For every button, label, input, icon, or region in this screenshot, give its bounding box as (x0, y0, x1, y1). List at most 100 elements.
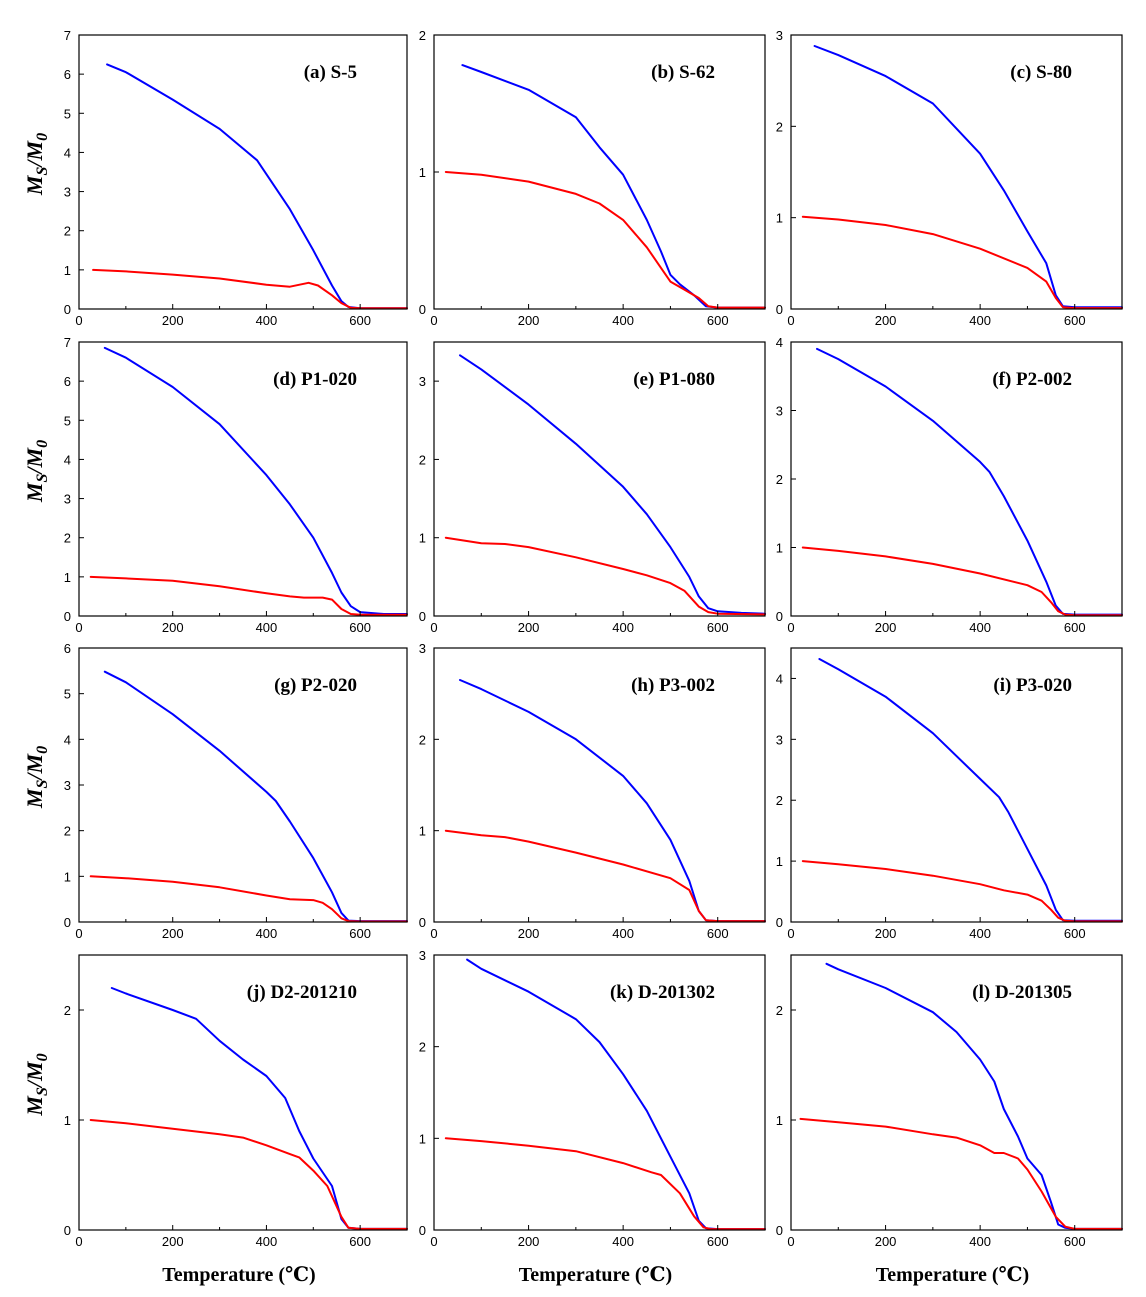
y-tick-label: 4 (64, 145, 71, 160)
y-axis-label: MS/M0 (22, 746, 51, 809)
y-axis-label-part: 0 (34, 440, 51, 448)
cooling-curve (444, 536, 766, 616)
y-tick-label: 4 (64, 732, 71, 747)
y-tick-label: 0 (419, 915, 426, 930)
y-axis-label: MS/M0 (22, 133, 51, 196)
panel-title: (e) P1-080 (633, 369, 715, 390)
x-tick-label: 600 (707, 620, 729, 635)
y-tick-label: 2 (419, 732, 426, 747)
panel-title: (k) D-201302 (610, 982, 715, 1003)
y-axis-label-part: M (22, 1095, 47, 1117)
y-tick-label: 3 (419, 948, 426, 963)
x-tick-label: 600 (707, 313, 729, 328)
x-tick-label: 0 (787, 620, 794, 635)
x-tick-label: 0 (430, 313, 437, 328)
y-axis-label-part: M (22, 481, 47, 503)
cooling-curve (444, 171, 766, 309)
x-tick-label: 400 (612, 313, 634, 328)
chart-panel: 0 200 400 600 0 1 2 (l) D-201305 Temperature (℃) (776, 954, 1123, 1286)
y-tick-label: 0 (776, 1223, 783, 1238)
plot-frame (433, 341, 766, 617)
x-tick-label: 600 (349, 1234, 371, 1249)
y-tick-label: 1 (419, 824, 426, 839)
y-tick-label: 0 (419, 609, 426, 624)
x-tick-label: 200 (875, 620, 897, 635)
chart-panel: 0 200 400 600 0 1 2 3 4 (f) P2-002 (776, 335, 1123, 635)
chart-panel: 0 200 400 600 0 1 2 3 (c) S-80 (776, 28, 1123, 328)
y-tick-label: 3 (64, 778, 71, 793)
y-axis-label-part: S (34, 167, 51, 176)
x-tick-label: 400 (969, 1234, 991, 1249)
y-tick-label: 2 (64, 531, 71, 546)
cooling-curve (89, 575, 408, 616)
x-tick-label: 200 (162, 926, 184, 941)
y-tick-label: 3 (776, 732, 783, 747)
y-tick-label: 4 (776, 671, 783, 686)
x-tick-label: 200 (518, 313, 540, 328)
y-tick-label: 2 (64, 224, 71, 239)
y-axis-label-part: / (22, 159, 47, 169)
y-tick-label: 1 (64, 869, 71, 884)
y-tick-label: 3 (419, 374, 426, 389)
y-axis-label: MS/M0 (22, 1053, 51, 1116)
x-tick-label: 200 (875, 1234, 897, 1249)
y-tick-label: 5 (64, 413, 71, 428)
y-tick-label: 6 (64, 374, 71, 389)
x-tick-label: 0 (430, 1234, 437, 1249)
heating-curve (459, 679, 766, 923)
cooling-curve (444, 1137, 766, 1231)
y-tick-label: 6 (64, 67, 71, 82)
plot-frame (78, 954, 408, 1231)
plot-frame (790, 647, 1123, 923)
plot-frame (433, 647, 766, 923)
x-tick-label: 600 (707, 1234, 729, 1249)
x-tick-label: 0 (787, 926, 794, 941)
y-tick-label: 0 (776, 609, 783, 624)
x-tick-label: 200 (875, 926, 897, 941)
y-tick-label: 0 (64, 609, 71, 624)
y-tick-label: 4 (776, 335, 783, 350)
x-tick-label: 400 (612, 926, 634, 941)
plot-frame (78, 34, 408, 310)
heating-curve (816, 347, 1123, 616)
chart-panel: 0 200 400 600 0 1 2 3 (e) P1-080 (419, 341, 766, 635)
panel-title: (b) S-62 (651, 62, 715, 83)
y-tick-label: 5 (64, 687, 71, 702)
y-tick-label: 2 (419, 28, 426, 43)
x-tick-label: 600 (349, 926, 371, 941)
y-axis-label-part: / (22, 772, 47, 782)
x-tick-label: 400 (969, 926, 991, 941)
x-tick-label: 600 (1064, 1234, 1086, 1249)
plot-frame (433, 954, 766, 1231)
plot-frame (790, 341, 1123, 617)
cooling-curve (444, 829, 766, 923)
x-tick-label: 600 (1064, 620, 1086, 635)
y-tick-label: 2 (64, 824, 71, 839)
chart-panel: 0 200 400 600 0 1 2 3 (h) P3-002 (419, 641, 766, 941)
x-tick-label: 400 (612, 620, 634, 635)
heating-curve (110, 987, 408, 1230)
x-tick-label: 400 (256, 620, 278, 635)
x-tick-label: 0 (430, 620, 437, 635)
y-tick-label: 0 (64, 915, 71, 930)
panel-title: (a) S-5 (304, 62, 357, 83)
cooling-curve (89, 875, 408, 923)
x-tick-label: 200 (162, 1234, 184, 1249)
y-tick-label: 3 (419, 641, 426, 656)
x-tick-label: 200 (518, 1234, 540, 1249)
x-tick-label: 200 (875, 313, 897, 328)
panel-title: (h) P3-002 (631, 675, 715, 696)
y-axis-label-part: S (34, 474, 51, 483)
panel-title: (i) P3-020 (993, 675, 1072, 696)
y-tick-label: 2 (776, 119, 783, 134)
y-tick-label: 3 (64, 185, 71, 200)
y-tick-label: 1 (419, 531, 426, 546)
panel-title: (l) D-201305 (972, 982, 1072, 1003)
panel-title: (j) D2-201210 (247, 982, 357, 1003)
y-tick-label: 2 (419, 452, 426, 467)
cooling-curve (801, 215, 1123, 310)
y-axis-label-part: 0 (34, 133, 51, 141)
y-axis-label-part: M (22, 752, 47, 774)
plot-frame (790, 34, 1123, 310)
